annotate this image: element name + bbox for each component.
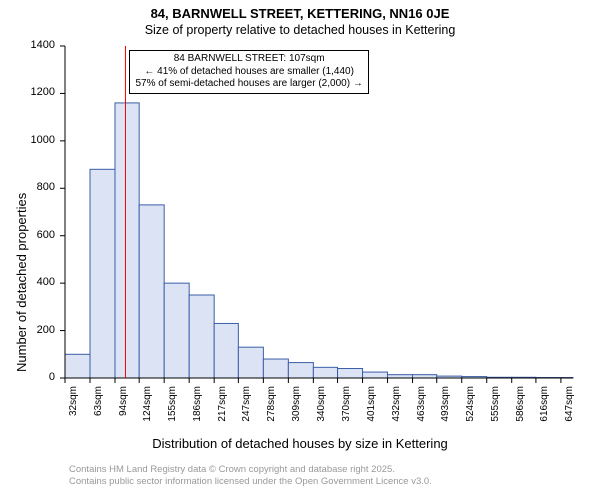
x-tick-label: 247sqm (241, 386, 252, 431)
footer-line1: Contains HM Land Registry data © Crown c… (69, 464, 432, 476)
histogram-bar (263, 359, 288, 378)
x-tick-label: 586sqm (515, 386, 526, 431)
x-tick-label: 463sqm (416, 386, 427, 431)
y-tick-label: 800 (0, 181, 55, 193)
x-tick-label: 340sqm (316, 386, 327, 431)
x-tick-label: 217sqm (217, 386, 228, 431)
chart-title-line1: 84, BARNWELL STREET, KETTERING, NN16 0JE (0, 6, 600, 21)
histogram-bar (189, 295, 214, 378)
histogram-bar (288, 363, 313, 378)
x-tick-label: 401sqm (366, 386, 377, 431)
annotation-line2: ← 41% of detached houses are smaller (1,… (135, 66, 362, 79)
y-tick-label: 1400 (0, 39, 55, 51)
histogram-plot (65, 46, 573, 378)
y-tick-label: 1000 (0, 134, 55, 146)
histogram-bar (90, 169, 115, 378)
histogram-bar (115, 103, 139, 378)
x-tick-label: 63sqm (93, 386, 104, 431)
y-tick-label: 1200 (0, 86, 55, 98)
annotation-line1: 84 BARNWELL STREET: 107sqm (135, 53, 362, 66)
histogram-bar (164, 283, 189, 378)
x-tick-label: 124sqm (142, 386, 153, 431)
x-tick-label: 647sqm (564, 386, 575, 431)
histogram-bar (313, 367, 337, 378)
x-axis-label: Distribution of detached houses by size … (0, 436, 600, 451)
y-axis-label: Number of detached properties (14, 193, 29, 372)
x-tick-label: 278sqm (266, 386, 277, 431)
x-tick-label: 524sqm (465, 386, 476, 431)
x-tick-label: 432sqm (391, 386, 402, 431)
chart-title-line2: Size of property relative to detached ho… (0, 23, 600, 37)
reference-annotation: 84 BARNWELL STREET: 107sqm ← 41% of deta… (129, 50, 368, 94)
histogram-bar (338, 369, 363, 378)
histogram-bar (214, 323, 238, 378)
x-tick-label: 186sqm (192, 386, 203, 431)
x-tick-label: 555sqm (490, 386, 501, 431)
x-tick-label: 32sqm (68, 386, 79, 431)
x-tick-label: 309sqm (291, 386, 302, 431)
histogram-bar (139, 205, 164, 378)
histogram-bar (65, 354, 90, 378)
x-tick-label: 616sqm (539, 386, 550, 431)
annotation-line3: 57% of semi-detached houses are larger (… (135, 78, 362, 91)
x-tick-label: 370sqm (341, 386, 352, 431)
x-tick-label: 94sqm (118, 386, 129, 431)
x-tick-label: 155sqm (167, 386, 178, 431)
footer-attribution: Contains HM Land Registry data © Crown c… (69, 464, 432, 488)
footer-line2: Contains public sector information licen… (69, 476, 432, 488)
histogram-bar (363, 372, 388, 378)
x-tick-label: 493sqm (440, 386, 451, 431)
figure: { "titles": { "line1": "84, BARNWELL STR… (0, 0, 600, 500)
y-tick-label: 0 (0, 371, 55, 383)
histogram-bar (238, 347, 263, 378)
